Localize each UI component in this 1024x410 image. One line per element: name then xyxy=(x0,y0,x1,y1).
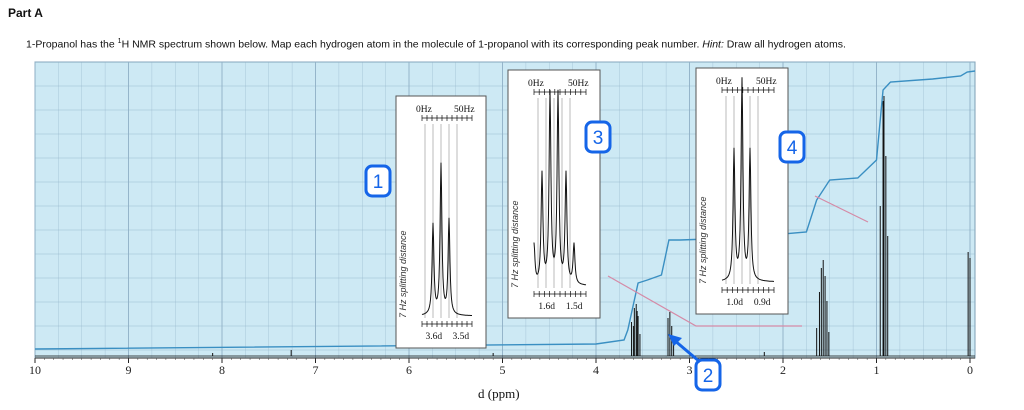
x-tick-label: 7 xyxy=(313,363,319,377)
inset-connectors xyxy=(607,195,869,327)
inset-hz-left: 0Hz xyxy=(716,77,732,87)
badge-number: 3 xyxy=(593,128,604,149)
inset-peak-4: 0Hz 50Hz 7 Hz splitting distance 1.0d 0.9d xyxy=(695,67,789,315)
badge-box xyxy=(584,120,612,154)
x-axis: 10 9 8 7 6 5 4 3 2 1 0 xyxy=(29,357,975,377)
inset-hz-right: 50Hz xyxy=(454,105,475,115)
x-tick-label: 4 xyxy=(593,363,599,377)
x-tick-label: 10 xyxy=(29,363,41,377)
question-text: 1-Propanol has the 1H NMR spectrum shown… xyxy=(26,38,846,51)
inset-ppm-right: 0.9d xyxy=(754,298,771,308)
badge-number: 2 xyxy=(703,366,714,387)
inset-ppm-right: 1.5d xyxy=(566,302,583,312)
peak-badge-2: 2 xyxy=(694,358,722,392)
inset-ppm-left: 3.6d xyxy=(425,332,442,342)
inset-side-label: 7 Hz splitting distance xyxy=(398,230,408,318)
x-tick-label: 5 xyxy=(500,363,506,377)
arrow-head xyxy=(668,334,682,346)
integral-curve xyxy=(34,70,976,350)
peak-badge-3: 3 xyxy=(584,120,612,154)
badge-box xyxy=(694,358,722,392)
x-tick-label: 1 xyxy=(874,363,880,377)
spectrum-peaks xyxy=(212,96,971,356)
inset-side-label: 7 Hz splitting distance xyxy=(698,196,708,284)
badge-number: 1 xyxy=(373,172,384,193)
x-axis-label: d (ppm) xyxy=(478,386,520,401)
inset-ppm-left: 1.6d xyxy=(538,302,555,312)
inset-hz-left: 0Hz xyxy=(528,79,544,89)
connector-line xyxy=(607,275,802,327)
peak-2-arrow xyxy=(668,334,701,364)
inset-ppm-right: 3.5d xyxy=(452,332,469,342)
peak-badge-1: 1 xyxy=(364,164,392,198)
inset-hz-right: 50Hz xyxy=(568,79,589,89)
inset-hz-right: 50Hz xyxy=(756,77,777,87)
arrow-shaft xyxy=(673,338,701,364)
inset-peak-1: 0Hz 50Hz 7 Hz splitting distance 3.6d 3.5d xyxy=(395,95,487,349)
peak-badge-4: 4 xyxy=(778,130,806,164)
inset-multiplet xyxy=(533,89,587,286)
inset-ppm-left: 1.0d xyxy=(726,298,743,308)
inset-hz-left: 0Hz xyxy=(416,105,432,115)
inset-multiplet xyxy=(421,162,472,316)
plot-background xyxy=(34,61,976,359)
inset-peak-3: 0Hz 50Hz 7 Hz splitting distance 1.6d 1.5d xyxy=(507,69,601,319)
x-tick-label: 3 xyxy=(687,363,693,377)
part-title: Part A xyxy=(8,6,43,20)
x-tick-label: 8 xyxy=(219,363,225,377)
connector-line xyxy=(814,195,869,223)
inset-multiplet xyxy=(721,77,774,282)
badge-number: 4 xyxy=(787,138,798,159)
x-tick-label: 6 xyxy=(406,363,412,377)
x-tick-label: 0 xyxy=(967,363,973,377)
badge-box xyxy=(364,164,392,198)
badge-box xyxy=(778,130,806,164)
inset-side-label: 7 Hz splitting distance xyxy=(510,200,520,288)
x-tick-label: 9 xyxy=(126,363,132,377)
x-tick-label: 2 xyxy=(780,363,786,377)
